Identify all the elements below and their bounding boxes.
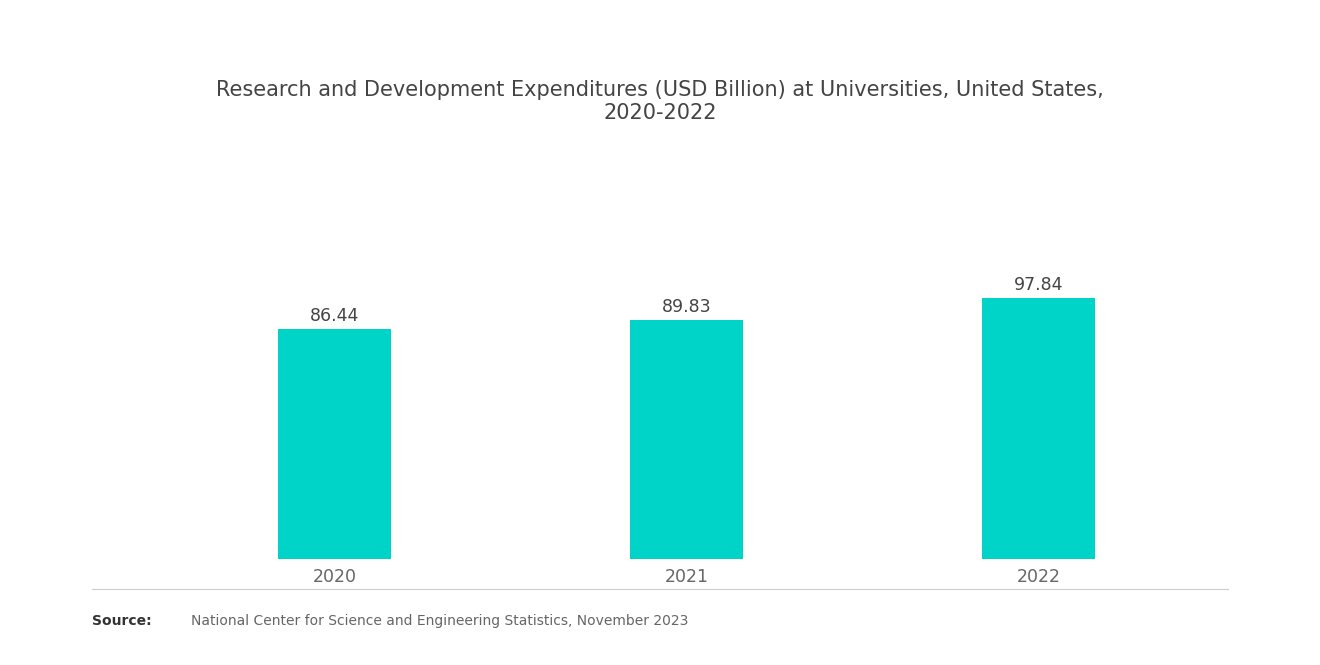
Text: Research and Development Expenditures (USD Billion) at Universities, United Stat: Research and Development Expenditures (U… [216,80,1104,123]
Text: 86.44: 86.44 [310,307,359,325]
Text: 97.84: 97.84 [1014,277,1063,295]
Text: 89.83: 89.83 [661,298,711,316]
Text: National Center for Science and Engineering Statistics, November 2023: National Center for Science and Engineer… [191,614,689,628]
Text: Source:: Source: [92,614,152,628]
Bar [982,299,1094,559]
Bar [630,320,743,559]
Bar [279,329,391,559]
